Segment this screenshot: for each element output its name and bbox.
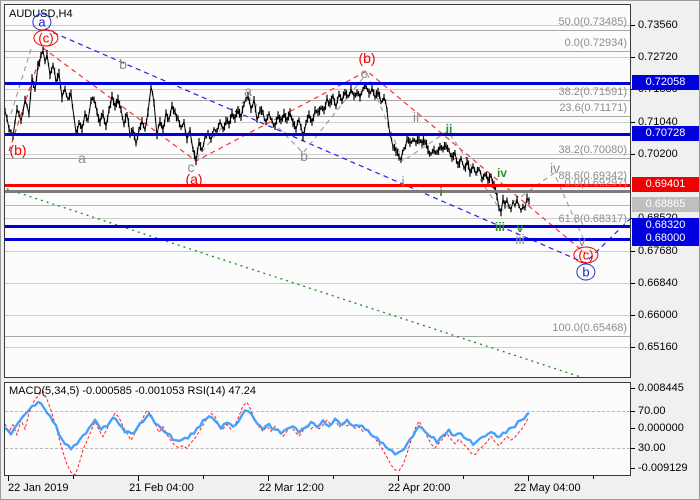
time-label: 22 Mar 12:00 <box>259 482 324 494</box>
price-badge: 0.69401 <box>632 177 699 192</box>
level-line-gray <box>5 190 630 193</box>
time-tick <box>8 476 9 481</box>
time-tick <box>398 476 399 481</box>
indicator-threshold-line <box>5 411 630 412</box>
indicator-tick <box>631 448 635 449</box>
fib-line <box>5 100 630 101</box>
time-tick <box>268 476 269 481</box>
time-label: 21 Feb 04:00 <box>129 482 194 494</box>
indicator-axis-label: -0.009129 <box>638 462 688 474</box>
price-tick <box>631 251 635 252</box>
price-badge: 0.68865 <box>632 197 699 212</box>
time-tick <box>203 476 204 479</box>
fib-line <box>5 158 630 159</box>
indicator-axis-label: 0.008445 <box>638 382 684 394</box>
support-resistance-line-blue <box>5 133 630 136</box>
support-resistance-line-blue <box>5 225 630 228</box>
wave-label: b <box>300 148 308 164</box>
time-tick <box>593 476 594 479</box>
price-tick <box>631 347 635 348</box>
wave-label: i <box>401 173 405 189</box>
price-gridline <box>5 57 630 58</box>
indicator-tick <box>631 428 635 429</box>
fib-line <box>5 116 630 117</box>
price-tick <box>631 57 635 58</box>
indicator-tick <box>631 468 635 469</box>
price-gridline <box>5 315 630 316</box>
price-tick <box>631 315 635 316</box>
fib-line <box>5 51 630 52</box>
price-tick <box>631 154 635 155</box>
indicator-tick <box>631 388 635 389</box>
wave-label: a <box>244 83 252 99</box>
time-tick <box>138 476 139 481</box>
wave-label: (b) <box>358 50 376 66</box>
wave-label: iii <box>515 231 525 247</box>
fib-label: 0.0(0.69297) <box>564 177 627 189</box>
time-tick <box>528 476 529 481</box>
fib-label: 23.6(0.71171) <box>559 102 627 114</box>
wave-label: (c) <box>573 246 599 264</box>
wave-label: a <box>32 13 52 31</box>
indicator-axis-label: 30.00 <box>638 442 666 454</box>
price-tick-label: 0.70200 <box>638 148 678 160</box>
price-gridline <box>5 283 630 284</box>
fib-label: 50.0(0.73485) <box>558 16 628 28</box>
price-tick-label: 0.66840 <box>638 277 678 289</box>
fib-label: 0.0(0.72934) <box>564 37 627 49</box>
wave-label: ii <box>445 122 453 136</box>
wave-label: iii <box>494 220 506 234</box>
fib-label: 38.2(0.71591) <box>558 86 628 98</box>
indicator-axis-label: 0.000000 <box>638 422 684 434</box>
price-gridline <box>5 25 630 26</box>
price-tick-label: 0.73560 <box>638 19 678 31</box>
indicator-tick <box>631 411 635 412</box>
fib-label: 61.8(0.68317) <box>558 213 628 225</box>
fib-label: 38.2(0.70080) <box>558 144 628 156</box>
price-badge: 0.68320 <box>632 218 699 233</box>
price-badge: 0.72058 <box>632 75 699 90</box>
wave-label: (c) <box>33 29 59 47</box>
indicator-axis-label: 70.00 <box>638 405 666 417</box>
wave-label: ii <box>412 109 420 125</box>
price-gridline <box>5 347 630 348</box>
wave-label: iv <box>549 160 561 176</box>
price-gridline <box>5 122 630 123</box>
price-tick <box>631 122 635 123</box>
price-badge: 0.70728 <box>632 126 699 141</box>
wave-label: i <box>439 185 443 199</box>
time-label: 22 Apr 20:00 <box>388 482 451 494</box>
price-tick-label: 0.71040 <box>638 116 678 128</box>
fib-line <box>5 30 630 31</box>
price-badge: 0.68000 <box>632 231 699 246</box>
fib-label: 100.0(0.65468) <box>552 322 627 334</box>
fib-line <box>5 336 630 337</box>
wave-label: iv <box>496 166 508 180</box>
time-label: 22 May 04:00 <box>514 482 581 494</box>
time-label: 22 Jan 2019 <box>8 482 69 494</box>
price-tick-label: 0.67680 <box>638 245 678 257</box>
price-tick-label: 0.66000 <box>638 309 678 321</box>
wave-label: (a) <box>185 171 203 187</box>
wave-label: a <box>78 150 86 166</box>
price-tick <box>631 283 635 284</box>
current-price-line <box>5 205 630 206</box>
time-tick <box>333 476 334 479</box>
wave-label: b <box>576 263 596 281</box>
price-tick <box>631 25 635 26</box>
price-tick-label: 0.72720 <box>638 51 678 63</box>
time-tick <box>463 476 464 479</box>
support-resistance-line-blue <box>5 82 630 85</box>
macd-rsi-readout: MACD(5,34,5) -0.000585 -0.001053 RSI(14)… <box>9 385 257 397</box>
time-tick <box>73 476 74 479</box>
price-gridline <box>5 251 630 252</box>
wave-label: c <box>360 65 368 81</box>
wave-label: b <box>119 56 127 72</box>
support-resistance-line-blue <box>5 238 630 241</box>
wave-label: (b) <box>9 142 27 158</box>
indicator-threshold-line <box>5 448 630 449</box>
price-tick-label: 0.65160 <box>638 341 678 353</box>
